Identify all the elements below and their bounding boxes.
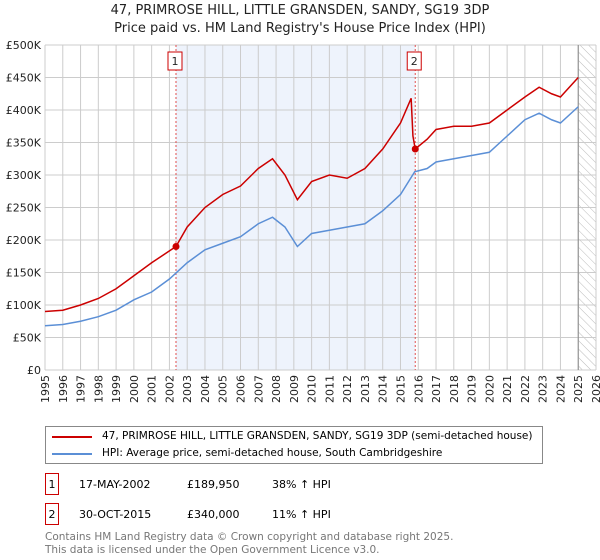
x-tick-label: 2003 (181, 375, 194, 403)
sale-point (411, 145, 419, 153)
sale-hpi-diff: 11% ↑ HPI (272, 507, 331, 521)
sale-marker-label: 1 (171, 55, 178, 68)
x-tick-label: 2004 (199, 375, 212, 403)
y-tick-label: £0 (27, 364, 41, 377)
sale-marker-box (406, 51, 422, 71)
sale-hpi-diff: 38% ↑ HPI (272, 477, 331, 491)
sale-price: £340,000 (187, 507, 240, 521)
sale-marker-box (167, 51, 183, 71)
y-tick-label: £300K (6, 169, 42, 182)
legend-label: 47, PRIMROSE HILL, LITTLE GRANSDEN, SAND… (102, 430, 533, 442)
chart-subtitle: Price paid vs. HM Land Registry's House … (114, 21, 486, 36)
chart-title: 47, PRIMROSE HILL, LITTLE GRANSDEN, SAND… (110, 3, 490, 18)
x-tick-label: 2014 (377, 375, 390, 403)
sale-price: £189,950 (187, 477, 240, 491)
x-tick-label: 2012 (341, 375, 354, 403)
y-tick-label: £200K (6, 234, 42, 247)
x-tick-label: 2005 (217, 375, 230, 403)
y-tick-label: £400K (6, 104, 42, 117)
legend-item-hpi: HPI: Average price, semi-detached house,… (52, 447, 442, 460)
y-tick-label: £450K (6, 72, 42, 85)
x-tick-label: 2010 (306, 375, 319, 403)
x-tick-label: 2026 (590, 375, 600, 403)
x-tick-label: 2024 (554, 375, 567, 403)
footer: Contains HM Land Registry data © Crown c… (45, 531, 453, 557)
x-tick-label: 2022 (519, 375, 532, 403)
legend: 47, PRIMROSE HILL, LITTLE GRANSDEN, SAND… (45, 426, 543, 464)
x-tick-label: 1997 (75, 375, 88, 403)
y-tick-label: £250K (6, 202, 42, 215)
x-tick-label: 2006 (235, 375, 248, 403)
price-chart: 1995 1996 1997 1998 1999 2000 2001 2002 2003 2004… (6, 39, 600, 403)
x-tick-label: 1998 (92, 375, 105, 403)
x-tick-label: 2001 (146, 375, 159, 403)
sale-row: 2 30-OCT-2015 £340,000 11% ↑ HPI (45, 503, 331, 525)
sale-marker-label: 2 (411, 55, 418, 68)
x-tick-label: 2015 (394, 375, 407, 403)
sale-date: 30-OCT-2015 (79, 507, 152, 521)
y-tick-label: £500K (6, 39, 42, 52)
legend-swatch-red (52, 435, 92, 438)
x-tick-label: 2007 (252, 375, 265, 403)
x-tick-label: 2011 (323, 375, 336, 403)
x-tick-label: 2009 (288, 375, 301, 403)
x-tick-label: 1999 (110, 375, 123, 403)
series-line (44, 76, 579, 313)
x-tick-label: 2017 (430, 375, 443, 403)
x-tick-label: 2008 (270, 375, 283, 403)
y-tick-label: £100K (6, 299, 42, 312)
x-tick-label: 2023 (537, 375, 550, 403)
footer-licence: This data is licensed under the Open Gov… (45, 544, 380, 556)
x-tick-label: 2025 (572, 375, 585, 403)
sale-badge: 1 (45, 473, 59, 495)
sale-point (172, 243, 180, 251)
legend-label: HPI: Average price, semi-detached house,… (102, 447, 443, 459)
x-tick-label: 2019 (466, 375, 479, 403)
legend-item-property: 47, PRIMROSE HILL, LITTLE GRANSDEN, SAND… (52, 430, 532, 443)
x-tick-label: 2021 (501, 375, 514, 403)
y-tick-label: £150K (6, 267, 42, 280)
x-tick-label: 2000 (128, 375, 141, 403)
y-tick-label: £350K (6, 137, 42, 150)
x-tick-label: 1996 (57, 375, 70, 403)
series-line (44, 106, 579, 327)
sale-date: 17-MAY-2002 (79, 477, 151, 491)
x-tick-label: 2002 (163, 375, 176, 403)
x-tick-label: 2013 (359, 375, 372, 403)
sale-badge: 2 (45, 503, 59, 525)
y-tick-label: £50K (13, 332, 42, 345)
footer-copyright: Contains HM Land Registry data © Crown c… (45, 531, 454, 543)
x-tick-label: 2020 (483, 375, 496, 403)
x-tick-label: 2016 (412, 375, 425, 403)
x-tick-label: 1995 (39, 375, 52, 403)
legend-swatch-blue (52, 452, 92, 455)
sale-row: 1 17-MAY-2002 £189,950 38% ↑ HPI (45, 473, 331, 495)
x-tick-label: 2018 (448, 375, 461, 403)
